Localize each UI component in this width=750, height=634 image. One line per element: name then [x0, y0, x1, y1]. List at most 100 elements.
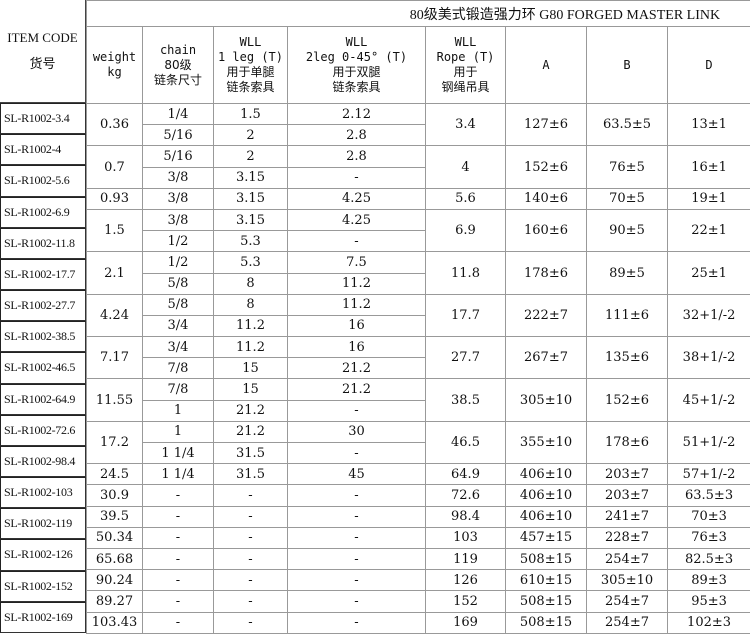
- wll-2-leg-cell: -: [288, 612, 426, 633]
- item-code-cell: SL-R1002-46.5: [0, 352, 86, 383]
- dim-b-cell: 254±7: [587, 612, 668, 633]
- chain-cell: 3/8: [143, 167, 214, 188]
- wll-rope-cell: 6.9: [426, 209, 506, 251]
- weight-cell: 11.55: [87, 379, 143, 421]
- wll-1-leg-cell: 3.15: [214, 188, 288, 209]
- weight-cell: 90.24: [87, 570, 143, 591]
- chain-cell: -: [143, 485, 214, 506]
- wll-rope-cell: 119: [426, 548, 506, 569]
- wll-2-leg-header-line: WLL: [288, 35, 425, 50]
- wll-1-leg-cell: 8: [214, 273, 288, 294]
- dim-a-cell: 508±15: [506, 612, 587, 633]
- item-code-cell: SL-R1002-126: [0, 539, 86, 570]
- wll-1-leg-header-line: 用于单腿: [214, 65, 287, 80]
- wll-1-leg-cell: 2: [214, 125, 288, 146]
- chain-cell: 7/8: [143, 358, 214, 379]
- item-code-header: ITEM CODE 货号: [0, 0, 86, 103]
- wll-2-leg-cell: 16: [288, 315, 426, 336]
- item-code-cell: SL-R1002-3.4: [0, 103, 86, 134]
- dim-b-cell: 152±6: [587, 379, 668, 421]
- chain-cell: 5/16: [143, 146, 214, 167]
- dim-a-cell: 267±7: [506, 337, 587, 379]
- chain-cell: -: [143, 548, 214, 569]
- item-code-cell: SL-R1002-98.4: [0, 446, 86, 477]
- wll-1-leg-cell: -: [214, 485, 288, 506]
- dim-d-cell: 70±3: [668, 506, 750, 527]
- chain-size-header-line: chain: [143, 43, 213, 58]
- wll-2-leg-cell: 2.8: [288, 125, 426, 146]
- dim-b-cell: 241±7: [587, 506, 668, 527]
- chain-cell: -: [143, 570, 214, 591]
- wll-rope-cell: 103: [426, 527, 506, 548]
- dim-d-cell: 102±3: [668, 612, 750, 633]
- wll-1-leg-header-line: 1 leg (T): [214, 50, 287, 65]
- weight-header-line: weight: [87, 50, 142, 65]
- item-code-cell: SL-R1002-5.6: [0, 165, 86, 196]
- wll-2-leg-cell: 7.5: [288, 252, 426, 273]
- wll-rope-cell: 152: [426, 591, 506, 612]
- wll-rope-header-line: Rope (T): [426, 50, 505, 65]
- dim-d-cell: 51+1/-2: [668, 421, 750, 463]
- table-title: 80级美式锻造强力环 G80 FORGED MASTER LINK: [87, 1, 750, 27]
- chain-cell: 1/4: [143, 104, 214, 125]
- chain-cell: 1/2: [143, 231, 214, 252]
- item-code-cell: SL-R1002-119: [0, 508, 86, 539]
- weight-cell: 7.17: [87, 337, 143, 379]
- chain-cell: -: [143, 612, 214, 633]
- wll-1-leg-cell: 2: [214, 146, 288, 167]
- wll-rope-cell: 11.8: [426, 252, 506, 294]
- wll-rope-cell: 17.7: [426, 294, 506, 336]
- dim-b-cell: 90±5: [587, 209, 668, 251]
- dim-a-header: A: [506, 27, 587, 104]
- wll-rope-header-line: 钢绳吊具: [426, 80, 505, 95]
- wll-rope-cell: 72.6: [426, 485, 506, 506]
- weight-cell: 0.36: [87, 104, 143, 146]
- dim-d-cell: 57+1/-2: [668, 464, 750, 485]
- chain-size-header-line: 80级: [143, 58, 213, 73]
- wll-1-leg-cell: 8: [214, 294, 288, 315]
- wll-2-leg-header-line: 链条索具: [288, 80, 425, 95]
- weight-cell: 24.5: [87, 464, 143, 485]
- wll-rope-cell: 46.5: [426, 421, 506, 463]
- wll-rope-cell: 64.9: [426, 464, 506, 485]
- weight-cell: 0.7: [87, 146, 143, 188]
- wll-1-leg-header-line: 链条索具: [214, 80, 287, 95]
- chain-cell: 7/8: [143, 379, 214, 400]
- wll-1-leg-cell: 15: [214, 379, 288, 400]
- wll-1-leg-cell: 31.5: [214, 464, 288, 485]
- wll-2-leg-cell: -: [288, 591, 426, 612]
- wll-rope-cell: 38.5: [426, 379, 506, 421]
- wll-1-leg-cell: 3.15: [214, 167, 288, 188]
- dim-d-cell: 89±3: [668, 570, 750, 591]
- dim-a-cell: 355±10: [506, 421, 587, 463]
- item-code-cell: SL-R1002-64.9: [0, 384, 86, 415]
- weight-cell: 30.9: [87, 485, 143, 506]
- dim-b-cell: 63.5±5: [587, 104, 668, 146]
- dim-b-cell: 76±5: [587, 146, 668, 188]
- item-code-cell: SL-R1002-6.9: [0, 197, 86, 228]
- wll-2-leg-cell: 21.2: [288, 379, 426, 400]
- wll-rope-header-line: 用于: [426, 65, 505, 80]
- dim-a-cell: 508±15: [506, 548, 587, 569]
- dim-b-cell: 111±6: [587, 294, 668, 336]
- dim-b-cell: 305±10: [587, 570, 668, 591]
- dim-a-cell: 457±15: [506, 527, 587, 548]
- wll-2-leg-cell: -: [288, 506, 426, 527]
- wll-1-leg-cell: -: [214, 570, 288, 591]
- wll-1-leg-cell: 5.3: [214, 231, 288, 252]
- chain-cell: 3/4: [143, 315, 214, 336]
- dim-b-header: B: [587, 27, 668, 104]
- dim-a-cell: 178±6: [506, 252, 587, 294]
- wll-2-leg-cell: 16: [288, 337, 426, 358]
- wll-2-leg-cell: -: [288, 400, 426, 421]
- item-code-label: ITEM CODE: [7, 25, 77, 51]
- wll-1-leg-cell: 15: [214, 358, 288, 379]
